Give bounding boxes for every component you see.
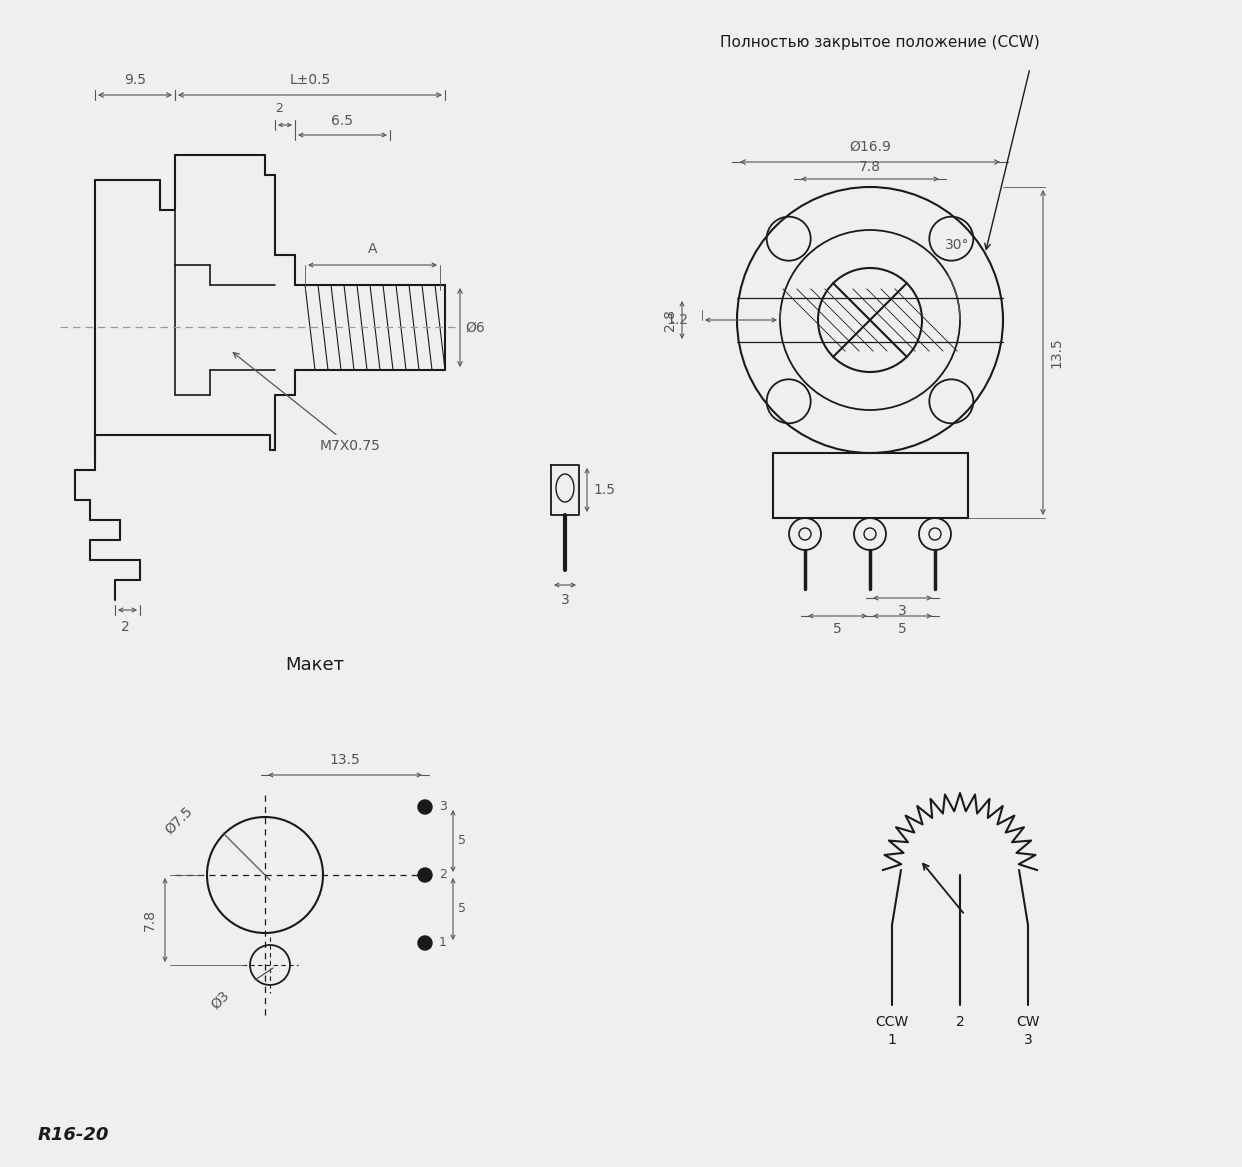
- Text: 3: 3: [438, 801, 447, 813]
- Text: 13.5: 13.5: [329, 753, 360, 767]
- Text: 1: 1: [438, 936, 447, 950]
- Text: 6.5: 6.5: [332, 114, 354, 128]
- Text: 1: 1: [888, 1033, 897, 1047]
- Text: 7.8: 7.8: [859, 160, 881, 174]
- Text: 3: 3: [898, 605, 907, 619]
- Text: Ø16.9: Ø16.9: [850, 140, 891, 154]
- Text: 13.5: 13.5: [1049, 337, 1063, 368]
- Text: A: A: [368, 242, 378, 256]
- Text: 3: 3: [1023, 1033, 1032, 1047]
- Text: Ø6: Ø6: [465, 321, 484, 335]
- Text: Полностью закрытое положение (CCW): Полностью закрытое положение (CCW): [720, 35, 1040, 49]
- Text: 1.2: 1.2: [666, 313, 688, 327]
- Text: 5: 5: [898, 622, 907, 636]
- Text: Ø3: Ø3: [209, 988, 232, 1012]
- Text: CCW: CCW: [876, 1015, 909, 1029]
- Text: L±0.5: L±0.5: [289, 74, 330, 88]
- Circle shape: [419, 868, 432, 882]
- Text: Макет: Макет: [286, 656, 344, 675]
- Text: 1.5: 1.5: [592, 483, 615, 497]
- Text: M7X0.75: M7X0.75: [233, 352, 381, 453]
- Text: 2: 2: [438, 868, 447, 881]
- Text: Ø7.5: Ø7.5: [161, 803, 195, 837]
- Text: 3: 3: [560, 593, 569, 607]
- Text: 2: 2: [120, 620, 129, 634]
- Text: 5: 5: [833, 622, 842, 636]
- Text: 9.5: 9.5: [124, 74, 147, 88]
- Text: 2: 2: [274, 102, 283, 116]
- Text: 5: 5: [458, 834, 466, 847]
- Text: 30°: 30°: [945, 238, 970, 252]
- Text: 7.8: 7.8: [143, 909, 156, 931]
- Text: 5: 5: [458, 902, 466, 915]
- Circle shape: [419, 801, 432, 815]
- Text: 2: 2: [955, 1015, 964, 1029]
- Circle shape: [419, 936, 432, 950]
- Text: CW: CW: [1016, 1015, 1040, 1029]
- Bar: [773, 453, 968, 518]
- Text: R16-20: R16-20: [39, 1126, 109, 1144]
- Text: 2.8: 2.8: [663, 309, 677, 331]
